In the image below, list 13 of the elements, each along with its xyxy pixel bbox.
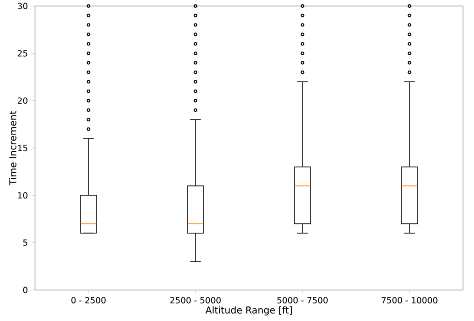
y-tick-label: 0 <box>23 286 28 294</box>
y-tick-label: 10 <box>18 192 28 199</box>
x-tick-label: 5000 - 7500 <box>277 297 328 304</box>
x-tick-label: 2500 - 5000 <box>170 297 221 304</box>
y-tick-label: 30 <box>18 2 28 10</box>
x-tick-label: 7500 - 10000 <box>382 297 438 304</box>
y-tick-label: 25 <box>18 50 28 57</box>
y-tick-label: 5 <box>23 240 28 246</box>
x-tick-label: 0 - 2500 <box>71 297 106 304</box>
x-axis-title: Altitude Range [ft] <box>205 306 292 316</box>
y-tick-label: 20 <box>18 97 28 104</box>
y-tick-label: 15 <box>18 144 28 152</box>
y-axis-title: Time Increment <box>9 111 16 186</box>
